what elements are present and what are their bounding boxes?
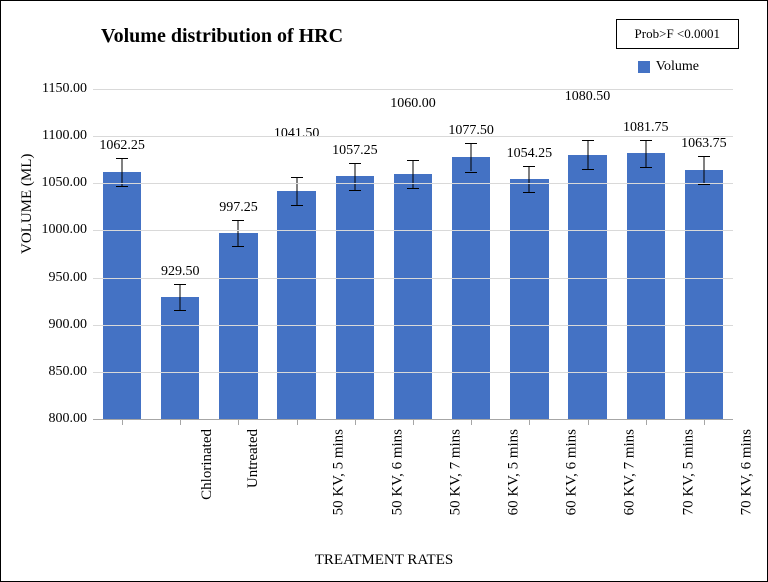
- data-label: 1041.50: [274, 126, 320, 142]
- bars-layer: 1062.25929.50997.251041.501057.251060.00…: [93, 89, 733, 419]
- error-cap: [232, 220, 244, 221]
- bar: [627, 153, 665, 419]
- y-tick-label: 1050.00: [42, 175, 94, 191]
- legend-label: Volume: [656, 59, 699, 75]
- error-bar: [703, 156, 704, 184]
- x-tick-label: 60 KV, 5 mins: [505, 429, 522, 515]
- data-label: 997.25: [219, 200, 258, 216]
- error-cap: [640, 140, 652, 141]
- bar: [219, 233, 257, 419]
- bar: [510, 179, 548, 419]
- legend-swatch: [638, 61, 650, 73]
- x-tick: [355, 419, 356, 425]
- error-cap: [174, 310, 186, 311]
- data-label: 1063.75: [681, 136, 727, 152]
- error-cap: [698, 184, 710, 185]
- x-tick-label: 60 KV, 6 mins: [564, 429, 581, 515]
- error-cap: [291, 205, 303, 206]
- error-bar: [645, 140, 646, 166]
- y-tick-label: 900.00: [49, 317, 94, 333]
- bar: [103, 172, 141, 419]
- x-axis-title: TREATMENT RATES: [1, 552, 767, 569]
- error-bar: [296, 177, 297, 205]
- chart-title: Volume distribution of HRC: [101, 25, 343, 48]
- error-bar: [354, 163, 355, 189]
- error-cap: [465, 143, 477, 144]
- x-tick-label: Untreated: [245, 429, 262, 488]
- error-cap: [349, 163, 361, 164]
- error-cap: [523, 192, 535, 193]
- gridline: [93, 325, 733, 326]
- bar: [336, 176, 374, 419]
- bar: [568, 155, 606, 419]
- x-tick-label: 70 KV, 6 mins: [738, 429, 755, 515]
- y-tick-label: 1150.00: [42, 81, 93, 97]
- error-cap: [116, 186, 128, 187]
- x-tick: [238, 419, 239, 425]
- data-label: 1080.50: [565, 89, 611, 105]
- x-tick-label: Chlorinated: [199, 429, 216, 500]
- gridline: [93, 89, 733, 90]
- x-tick-label: 70 KV, 5 mins: [680, 429, 697, 515]
- x-tick: [529, 419, 530, 425]
- x-tick: [122, 419, 123, 425]
- error-cap: [582, 169, 594, 170]
- x-tick: [646, 419, 647, 425]
- x-tick-label: 60 KV, 7 mins: [622, 429, 639, 515]
- error-cap: [174, 284, 186, 285]
- data-label: 1057.25: [332, 143, 378, 159]
- error-cap: [116, 158, 128, 159]
- bar: [452, 157, 490, 419]
- error-bar: [238, 220, 239, 246]
- data-label: 1054.25: [507, 146, 553, 162]
- y-tick-label: 800.00: [49, 411, 94, 427]
- error-bar: [122, 158, 123, 186]
- bar: [161, 297, 199, 419]
- y-tick-label: 1100.00: [42, 128, 93, 144]
- x-tick: [471, 419, 472, 425]
- y-tick-label: 950.00: [49, 270, 94, 286]
- bar: [277, 191, 315, 419]
- gridline: [93, 372, 733, 373]
- error-cap: [523, 166, 535, 167]
- data-label: 1062.25: [99, 138, 145, 154]
- gridline: [93, 136, 733, 137]
- error-bar: [529, 166, 530, 192]
- error-cap: [465, 172, 477, 173]
- plot-area: 1062.25929.50997.251041.501057.251060.00…: [93, 89, 733, 419]
- x-tick: [413, 419, 414, 425]
- bar: [394, 174, 432, 419]
- x-tick: [180, 419, 181, 425]
- error-cap: [582, 140, 594, 141]
- y-axis-title: VOLUME (ML): [19, 154, 36, 254]
- error-cap: [407, 160, 419, 161]
- error-cap: [349, 190, 361, 191]
- x-tick-label: 50 KV, 7 mins: [447, 429, 464, 515]
- gridline: [93, 278, 733, 279]
- error-bar: [587, 140, 588, 168]
- data-label: 1060.00: [390, 96, 436, 112]
- error-cap: [407, 188, 419, 189]
- gridline: [93, 183, 733, 184]
- gridline: [93, 230, 733, 231]
- error-bar: [471, 143, 472, 171]
- y-tick-label: 850.00: [49, 364, 94, 380]
- error-cap: [232, 246, 244, 247]
- error-cap: [640, 167, 652, 168]
- error-cap: [291, 177, 303, 178]
- stat-box-text: Prob>F <0.0001: [635, 26, 720, 41]
- chart-container: Volume distribution of HRC Prob>F <0.000…: [0, 0, 768, 582]
- error-cap: [698, 156, 710, 157]
- x-tick: [704, 419, 705, 425]
- x-tick-label: 50 KV, 5 mins: [331, 429, 348, 515]
- x-tick: [297, 419, 298, 425]
- x-tick: [588, 419, 589, 425]
- data-label: 1081.75: [623, 120, 669, 136]
- error-bar: [180, 284, 181, 310]
- y-tick-label: 1000.00: [42, 222, 94, 238]
- legend: Volume: [638, 59, 699, 75]
- stat-box: Prob>F <0.0001: [616, 19, 739, 49]
- bar: [685, 170, 723, 419]
- x-tick-label: 50 KV, 6 mins: [389, 429, 406, 515]
